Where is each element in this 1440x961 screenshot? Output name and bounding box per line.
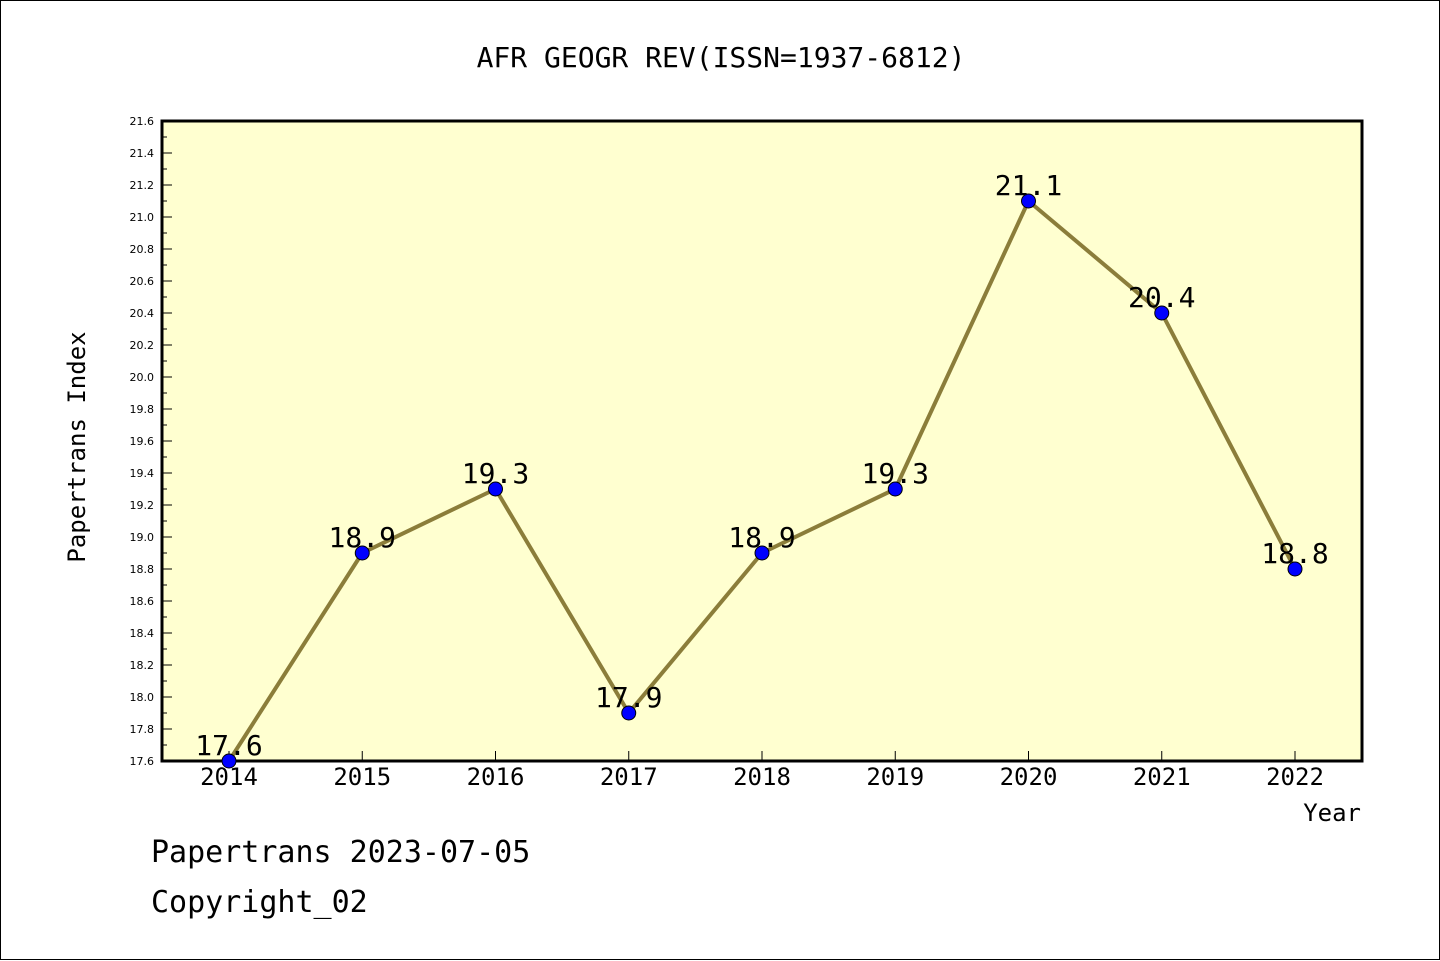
plot-area	[160, 119, 1364, 763]
y-tick-label: 20.0	[130, 371, 155, 384]
y-tick-label: 19.0	[130, 531, 155, 544]
x-tick-label: 2015	[333, 763, 391, 791]
data-point	[354, 545, 370, 561]
footer-copyright: Copyright_02	[151, 885, 368, 920]
y-tick-label: 18.4	[130, 627, 155, 640]
y-tick-label: 21.6	[130, 115, 155, 128]
footer-date: Papertrans 2023-07-05	[151, 835, 531, 870]
y-tick-label: 18.6	[130, 595, 155, 608]
y-tick-label: 18.0	[130, 691, 155, 704]
x-tick-label: 2016	[467, 763, 525, 791]
x-axis-label: Year	[1303, 799, 1361, 827]
data-point	[887, 481, 903, 497]
data-label: 21.1	[995, 169, 1062, 202]
y-tick-label: 17.6	[130, 755, 155, 768]
y-tick-label: 21.0	[130, 211, 155, 224]
y-tick-label: 18.2	[130, 659, 155, 672]
y-tick-label: 19.8	[130, 403, 155, 416]
data-label: 18.8	[1261, 537, 1328, 570]
data-label: 18.9	[728, 521, 795, 554]
y-tick-label: 20.4	[130, 307, 155, 320]
data-point	[621, 705, 637, 721]
data-point	[754, 545, 770, 561]
y-axis-ticks: 17.6 17.8 18.0 18.2 18.4 18.6 18.8 19.0 19.2 19.4…	[130, 115, 172, 768]
x-tick-label: 2022	[1266, 763, 1324, 791]
data-point	[1154, 305, 1170, 321]
data-label: 17.9	[595, 681, 662, 714]
data-labels: 17.6 18.9 19.3 17.9 18.9 19.3 21.1 20.4 18.8	[195, 169, 1328, 762]
y-tick-label: 19.2	[130, 499, 155, 512]
y-tick-label: 20.6	[130, 275, 155, 288]
data-label: 18.9	[329, 521, 396, 554]
data-label: 20.4	[1128, 281, 1195, 314]
x-tick-label: 2018	[733, 763, 791, 791]
data-label: 19.3	[862, 457, 929, 490]
data-label: 17.6	[195, 729, 262, 762]
data-point	[1021, 193, 1036, 209]
x-tick-label: 2019	[866, 763, 924, 791]
chart-title: AFR GEOGR REV(ISSN=1937-6812)	[477, 41, 966, 74]
y-tick-label: 21.2	[130, 179, 155, 192]
y-tick-label: 18.8	[130, 563, 155, 576]
x-axis-ticks: 2014 2015 2016 2017 2018 2019 2020 2021 2022	[200, 751, 1324, 791]
data-markers	[221, 193, 1303, 769]
y-tick-label: 20.8	[130, 243, 155, 256]
y-tick-label: 19.6	[130, 435, 155, 448]
data-point	[488, 481, 503, 497]
data-point	[1287, 561, 1303, 577]
y-tick-label: 17.8	[130, 723, 155, 736]
x-tick-label: 2020	[1000, 763, 1058, 791]
data-label: 19.3	[462, 457, 529, 490]
x-tick-label: 2017	[600, 763, 658, 791]
data-point	[221, 753, 237, 769]
y-axis-label: Papertrans Index	[63, 331, 91, 562]
y-tick-label: 19.4	[130, 467, 155, 480]
y-tick-label: 20.2	[130, 339, 155, 352]
y-tick-label: 21.4	[130, 147, 155, 160]
x-tick-label: 2021	[1133, 763, 1191, 791]
